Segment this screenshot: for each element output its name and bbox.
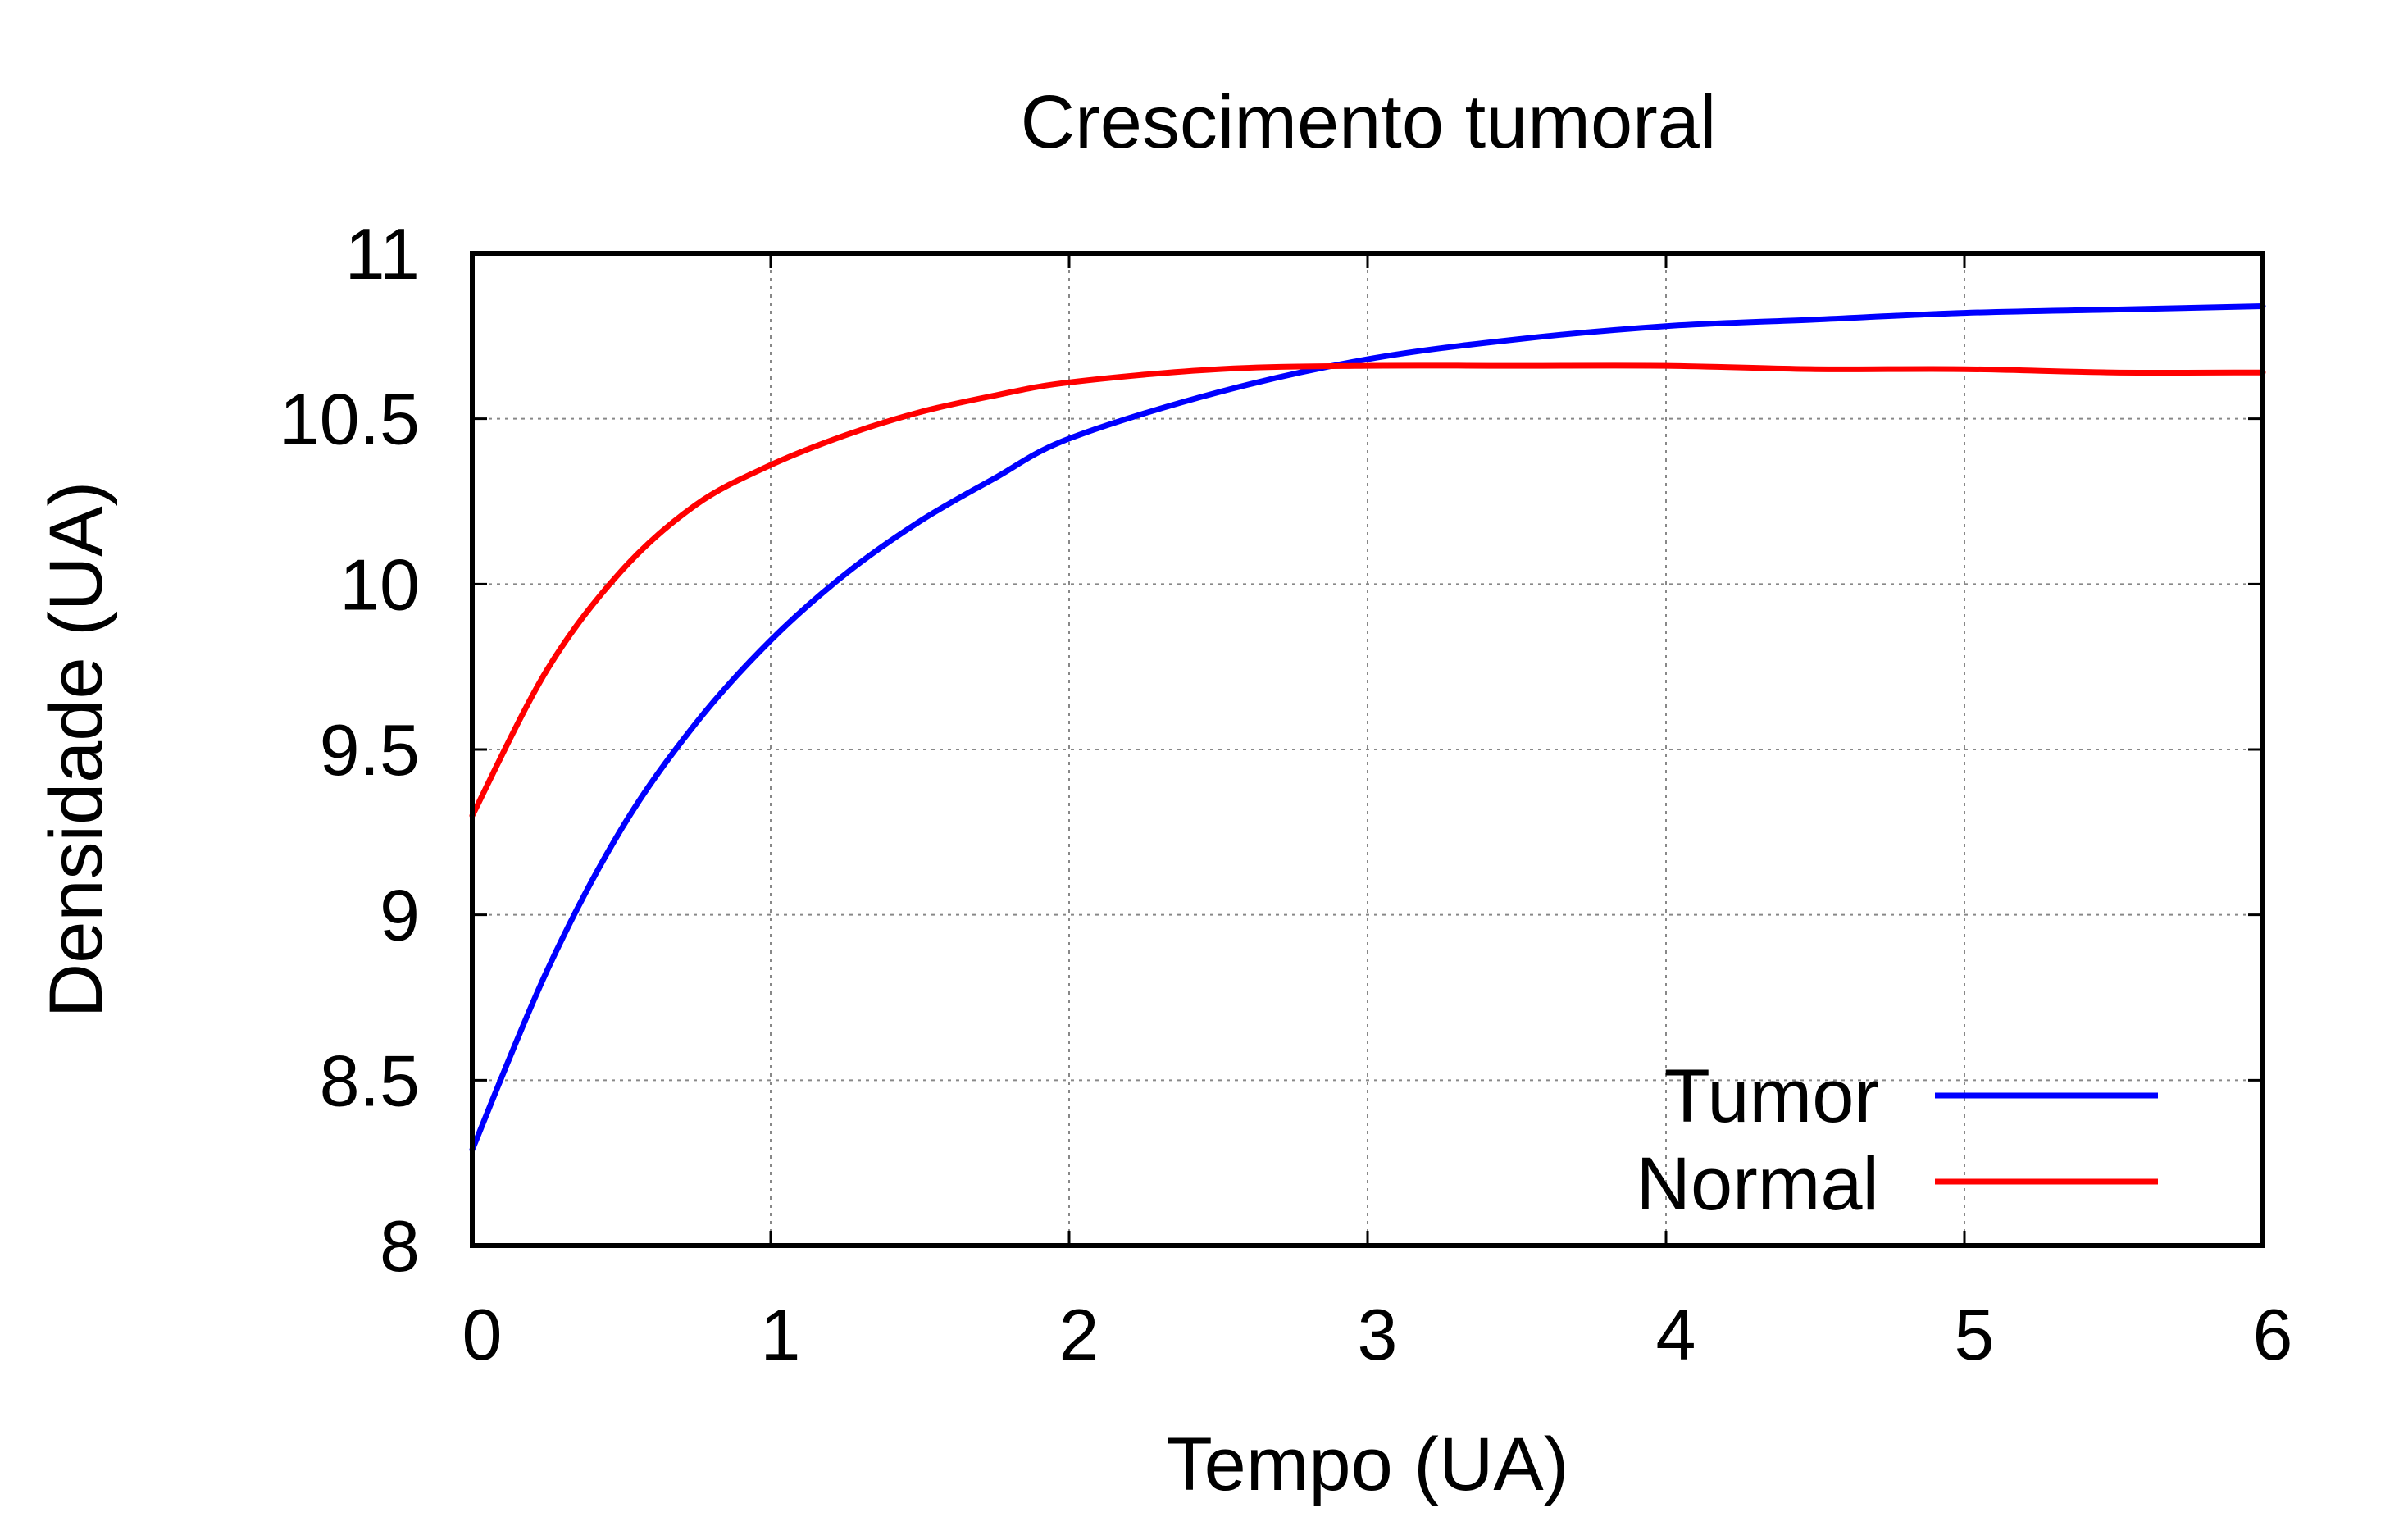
y-axis-label: Densidade (UA)	[34, 481, 118, 1018]
x-tick-label: 4	[1656, 1294, 1696, 1375]
x-tick-label: 2	[1059, 1294, 1099, 1375]
y-tick-label: 8.5	[320, 1040, 420, 1121]
x-axis-label: Tempo (UA)	[1167, 1423, 1569, 1506]
series-line-tumor	[469, 303, 2266, 1153]
legend-label-tumor: Tumor	[1664, 1055, 1879, 1138]
y-tick-label: 11	[345, 213, 420, 294]
x-tick-label: 0	[462, 1294, 503, 1375]
legend-label-normal: Normal	[1636, 1142, 1879, 1226]
y-tick-label: 9.5	[320, 709, 420, 790]
axis-ticks: 0 1 2 3 4 5 6 8 8.5 9 9.5 10 10.5 11	[280, 213, 2293, 1375]
y-tick-label: 10.5	[280, 379, 420, 460]
plot-area	[469, 303, 2266, 1153]
x-tick-label: 1	[761, 1294, 801, 1375]
y-tick-label: 9	[380, 875, 420, 956]
y-tick-label: 10	[339, 544, 420, 625]
x-tick-label: 6	[2253, 1294, 2293, 1375]
series-line-normal	[469, 362, 2266, 819]
legend: Tumor Normal	[1636, 1055, 2158, 1226]
grid-lines	[472, 253, 2263, 1246]
x-tick-label: 3	[1358, 1294, 1398, 1375]
x-tick-label: 5	[1955, 1294, 1995, 1375]
chart-title: Crescimento tumoral	[1021, 80, 1717, 164]
y-tick-label: 8	[380, 1205, 420, 1287]
